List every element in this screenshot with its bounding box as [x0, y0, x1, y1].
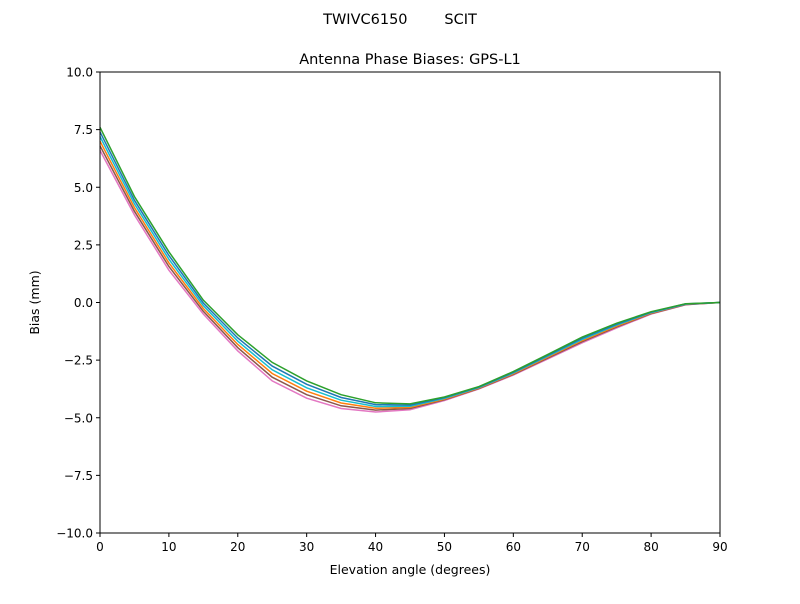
x-tick-label: 0	[96, 540, 104, 554]
x-tick-label: 40	[368, 540, 383, 554]
y-tick-label: 7.5	[74, 123, 93, 137]
chart-title: Antenna Phase Biases: GPS-L1	[299, 52, 521, 68]
y-tick-label: 0.0	[74, 296, 93, 310]
y-tick-label: 10.0	[66, 66, 93, 80]
series-line-3	[99, 136, 721, 408]
y-axis-label: Bias (mm)	[27, 270, 42, 334]
series-line-5	[99, 126, 721, 405]
series-line-4	[99, 131, 721, 406]
suptitle: TWIVC6150 SCIT	[322, 12, 477, 28]
series-lines	[99, 126, 721, 413]
series-line-0	[99, 150, 721, 413]
x-tick-label: 90	[712, 540, 727, 554]
y-tick-label: −2.5	[64, 354, 93, 368]
x-tick-label: 60	[506, 540, 521, 554]
series-line-2	[99, 140, 721, 410]
y-tick-label: 5.0	[74, 181, 93, 195]
x-tick-label: 20	[230, 540, 245, 554]
x-axis: 0 10 20 30 40 50 60 70 80 90	[96, 533, 728, 554]
x-tick-label: 10	[161, 540, 176, 554]
plot-frame	[99, 71, 721, 534]
x-tick-label: 80	[643, 540, 658, 554]
y-axis: −10.0 −7.5 −5.0 −2.5 0.0 2.5 5.0 7.5 10.0	[56, 66, 100, 541]
y-tick-label: −5.0	[64, 411, 93, 425]
y-tick-label: −7.5	[64, 469, 93, 483]
series-line-1	[99, 145, 721, 411]
y-tick-label: −10.0	[56, 527, 93, 541]
x-axis-label: Elevation angle (degrees)	[330, 562, 491, 577]
x-tick-label: 70	[575, 540, 590, 554]
x-tick-label: 30	[299, 540, 314, 554]
y-tick-label: 2.5	[74, 238, 93, 252]
x-tick-label: 50	[437, 540, 452, 554]
